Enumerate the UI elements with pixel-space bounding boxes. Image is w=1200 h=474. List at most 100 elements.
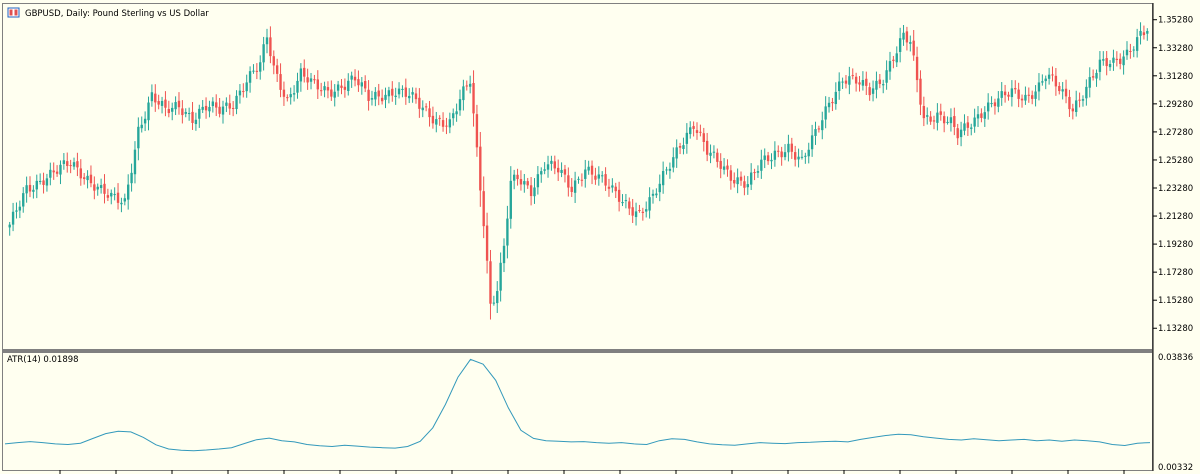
candle-body <box>262 44 265 63</box>
candle-body <box>973 117 976 127</box>
candle-body <box>546 164 550 170</box>
candle-body <box>780 151 783 158</box>
candle-body <box>340 85 343 88</box>
candle-body <box>959 129 963 138</box>
candle-body <box>1020 98 1024 101</box>
candle-body <box>584 169 587 179</box>
candle-body <box>248 71 252 83</box>
candle-body <box>242 91 245 93</box>
candle-body <box>997 98 1000 107</box>
candle-body <box>753 172 756 174</box>
candle-body <box>18 206 22 211</box>
candle-body <box>722 166 726 170</box>
candle-body <box>821 120 824 131</box>
candle-body <box>360 82 363 87</box>
candle-body <box>28 184 32 192</box>
candle-body <box>509 180 512 219</box>
candle-body <box>72 162 76 167</box>
candle-body <box>966 122 970 128</box>
candle-body <box>939 111 942 115</box>
candle-body <box>553 161 556 169</box>
candle-body <box>231 107 235 109</box>
candle-body <box>712 151 716 153</box>
time-axis[interactable] <box>59 470 1125 474</box>
price-tick-label: 1.25280 <box>1158 156 1193 166</box>
candle-body <box>1112 57 1115 63</box>
candle-body <box>421 107 424 111</box>
candle-body <box>59 164 62 175</box>
candle-body <box>201 106 204 110</box>
candle-body <box>89 174 93 184</box>
atr-line <box>4 358 1151 452</box>
candle-body <box>760 159 763 171</box>
candle-body <box>181 108 184 116</box>
candle-body <box>174 102 177 110</box>
candle-body <box>1108 63 1112 68</box>
candle-body <box>770 159 773 162</box>
candle-body <box>702 133 705 142</box>
candle-body <box>689 127 692 135</box>
candle-body <box>1061 89 1064 92</box>
candle-body <box>1078 99 1081 101</box>
candle-body <box>1031 95 1034 99</box>
candle-body <box>841 81 844 83</box>
candle-body <box>259 62 262 72</box>
candle-body <box>638 210 641 212</box>
candle-body <box>269 37 272 57</box>
candle-body <box>468 83 472 87</box>
candle-body <box>668 168 672 171</box>
candle-body <box>976 114 980 119</box>
candle-body <box>519 179 523 185</box>
candle-body <box>587 166 590 171</box>
candle-body <box>391 88 394 96</box>
candle-body <box>157 101 160 105</box>
candle-body <box>797 156 800 160</box>
candle-body <box>905 31 909 43</box>
candle-body <box>218 106 221 114</box>
candle-body <box>834 91 838 105</box>
candle-body <box>1003 91 1007 96</box>
candle-body <box>919 78 922 105</box>
candle-body <box>66 161 69 166</box>
candle-body <box>790 143 793 152</box>
candle-body <box>319 90 323 92</box>
candle-body <box>323 86 326 91</box>
candle-body <box>1007 94 1010 97</box>
price-tick-label: 1.31280 <box>1158 72 1193 82</box>
candle-body <box>49 169 52 178</box>
candle-body <box>167 109 171 114</box>
candle-body <box>502 245 506 264</box>
price-axis[interactable]: 1.35280 1.33280 1.31280 1.29280 1.27280 1.252… <box>1153 16 1193 335</box>
price-tick-label: 1.13280 <box>1158 324 1193 334</box>
candle-body <box>963 123 966 131</box>
candle-body <box>211 101 215 107</box>
candle-body <box>8 224 11 228</box>
candle-body <box>611 185 614 188</box>
price-tick-label: 1.29280 <box>1158 100 1193 110</box>
candle-body <box>1105 58 1108 67</box>
candle-body <box>831 101 834 104</box>
candle-body <box>590 165 594 175</box>
candle-body <box>76 161 79 168</box>
candle-body <box>986 102 990 112</box>
candle-body <box>367 89 370 101</box>
candle-body <box>617 189 621 202</box>
candle-body <box>123 198 126 202</box>
candle-body <box>628 201 631 209</box>
candle-body <box>1095 72 1098 79</box>
candle-body <box>807 149 810 157</box>
candle-body <box>543 169 546 171</box>
candle-body <box>980 113 983 118</box>
candle-body <box>651 193 655 196</box>
candle-body <box>648 197 651 211</box>
candle-body <box>55 171 59 174</box>
candle-body <box>953 116 956 128</box>
candle-body <box>316 79 319 90</box>
candle-body <box>303 67 306 77</box>
candle-body <box>1115 58 1119 60</box>
candle-body <box>384 94 387 100</box>
candle-body <box>529 185 533 197</box>
candle-body <box>387 90 391 97</box>
